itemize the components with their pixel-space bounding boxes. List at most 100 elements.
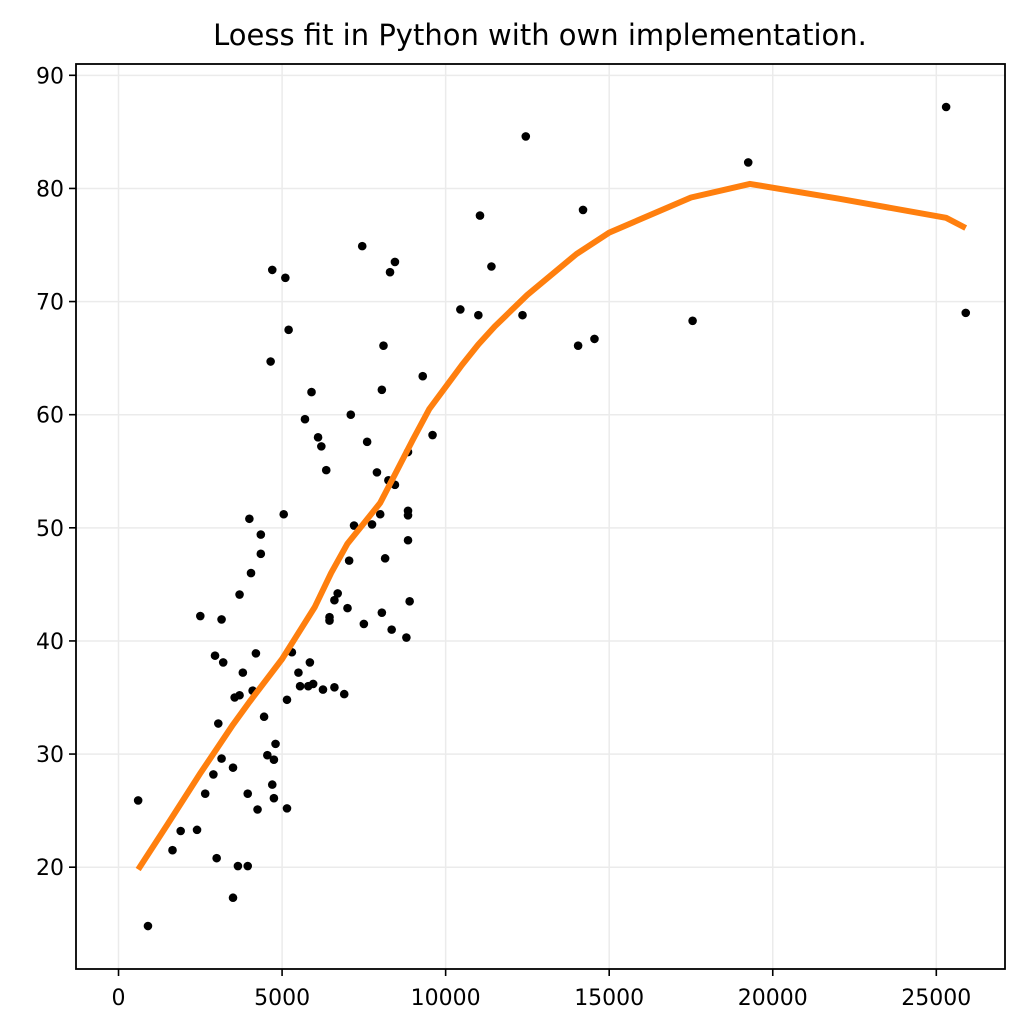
scatter-point — [300, 414, 310, 424]
scatter-point — [487, 262, 496, 271]
scatter-point — [330, 683, 339, 692]
scatter-point — [330, 595, 339, 605]
scatter-point — [475, 211, 485, 220]
scatter-point — [238, 668, 248, 677]
scatter-point — [474, 310, 483, 320]
scatter-point — [200, 789, 210, 798]
scatter-point — [377, 385, 387, 395]
scatter-point — [263, 750, 272, 760]
scatter-point — [228, 893, 238, 903]
plot-frame — [75, 63, 1006, 970]
scatter-point — [317, 442, 326, 451]
loess-fit-line — [135, 180, 968, 872]
scatter-point — [418, 371, 428, 381]
scatter-point — [305, 658, 315, 667]
scatter-point — [294, 668, 303, 677]
scatter-point — [578, 205, 588, 215]
scatter-point — [333, 589, 342, 598]
scatter-point — [217, 754, 226, 763]
scatter-point — [428, 430, 437, 440]
y-tick-label: 80 — [36, 177, 64, 202]
scatter-point — [192, 825, 202, 835]
scatter-point — [308, 679, 318, 689]
scatter-point — [372, 468, 382, 477]
scatter-point — [367, 520, 377, 529]
scatter-point — [318, 685, 328, 694]
x-tick-label: 0 — [112, 986, 126, 1011]
scatter-point — [405, 597, 414, 606]
x-tick-label: 25000 — [901, 986, 971, 1011]
scatter-point — [339, 689, 349, 699]
scatter-point — [235, 690, 244, 700]
scatter-point — [402, 633, 411, 642]
x-tick-label: 10000 — [411, 986, 481, 1011]
y-tick-label: 60 — [36, 404, 64, 429]
scatter-point — [387, 625, 396, 634]
scatter-point — [233, 861, 243, 871]
scatter-point — [343, 603, 352, 613]
axes: 0 5000 10000 15000 20000 25000 20 30 40 50 60 70 80 9… — [36, 63, 1006, 1011]
x-tick-label: 15000 — [574, 986, 644, 1011]
scatter-point — [743, 158, 753, 167]
scatter-point — [271, 739, 280, 749]
scatter-point — [228, 763, 238, 772]
scatter-point — [243, 861, 253, 871]
scatter-point — [209, 770, 218, 779]
y-tick-label: 30 — [36, 743, 64, 768]
scatter-point — [590, 334, 599, 344]
scatter-point — [279, 509, 289, 519]
scatter-point — [362, 437, 372, 447]
scatter-point — [267, 265, 277, 275]
scatter-point — [246, 568, 256, 578]
scatter-point — [267, 780, 277, 789]
scatter-point — [390, 257, 400, 267]
scatter-point — [359, 619, 369, 629]
y-tick-label: 50 — [36, 517, 64, 542]
scatter-point — [403, 511, 413, 520]
scatter-point — [218, 658, 228, 667]
scatter-point — [380, 554, 390, 563]
scatter-point — [961, 308, 971, 318]
scatter-point — [235, 590, 244, 599]
scatter-point — [213, 719, 223, 728]
scatter-point — [210, 651, 220, 660]
scatter-point — [251, 649, 261, 658]
y-tick-label: 40 — [36, 630, 64, 655]
y-tick-label: 70 — [36, 291, 64, 316]
scatter-point — [269, 755, 279, 765]
scatter-point — [325, 616, 334, 625]
scatter-point — [377, 608, 387, 617]
scatter-point — [573, 341, 583, 350]
scatter-point — [281, 273, 290, 283]
scatter-point — [282, 804, 292, 813]
scatter-point — [245, 514, 254, 524]
scatter-point — [256, 530, 266, 539]
scatter-point — [282, 695, 292, 705]
grid — [76, 64, 1005, 969]
x-tick-label: 5000 — [254, 986, 310, 1011]
scatter-point — [349, 521, 359, 530]
y-tick-label: 90 — [36, 64, 64, 89]
chart-title: Loess fit in Python with own implementat… — [213, 18, 867, 52]
scatter-point — [941, 102, 951, 112]
scatter-point — [518, 310, 527, 320]
scatter-point — [143, 921, 153, 931]
x-tick-label: 20000 — [738, 986, 808, 1011]
scatter-point — [379, 341, 388, 350]
scatter-point — [259, 712, 269, 722]
scatter-point — [196, 611, 205, 621]
scatter-point — [168, 845, 177, 855]
scatter-point — [313, 433, 323, 442]
scatter-point — [253, 805, 262, 814]
scatter-point — [243, 789, 253, 798]
scatter-point — [357, 241, 367, 251]
scatter-point — [269, 793, 279, 803]
scatter-point — [321, 465, 331, 475]
scatter-point — [521, 132, 531, 141]
scatter-point — [217, 615, 226, 624]
scatter-point — [176, 826, 185, 836]
scatter-point — [688, 316, 697, 326]
scatter-point — [133, 796, 143, 805]
scatter-point — [212, 853, 221, 863]
